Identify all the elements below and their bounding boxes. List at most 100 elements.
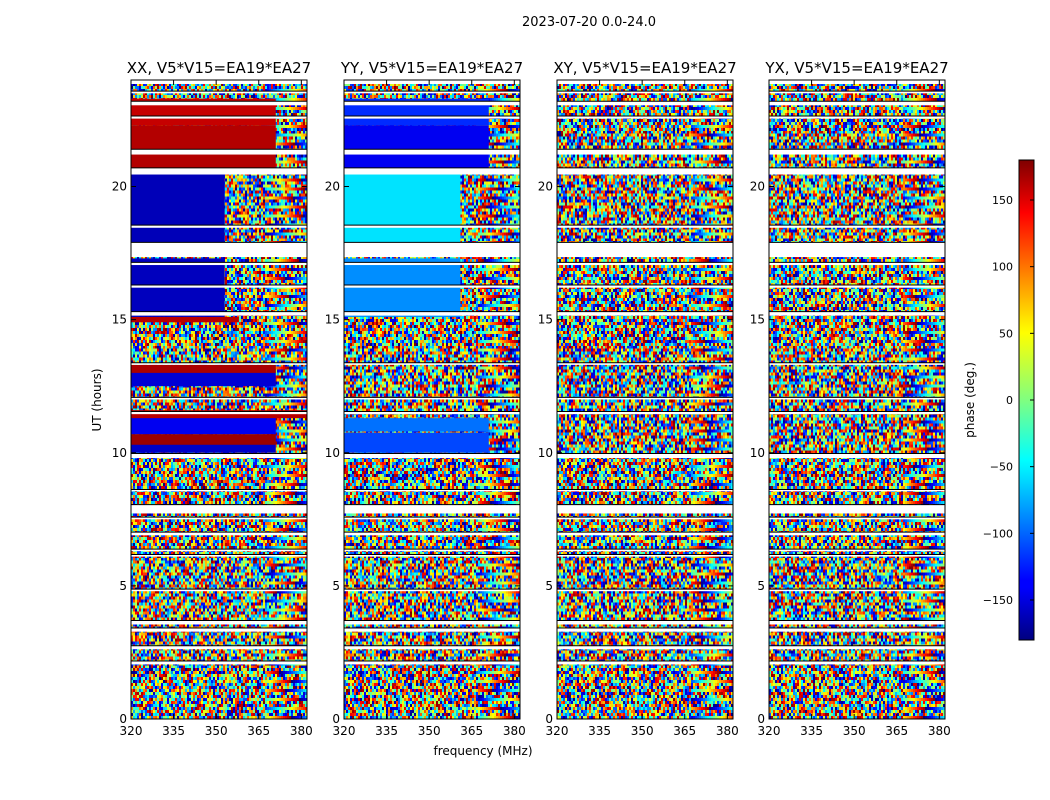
flagged-row — [769, 362, 945, 365]
flagged-row — [769, 101, 945, 106]
flagged-row — [131, 554, 307, 557]
flagged-row — [344, 411, 520, 415]
y-tick-label: 15 — [538, 313, 553, 327]
flagged-row — [131, 660, 307, 665]
colorbar-tick-label: 100 — [992, 261, 1013, 274]
x-tick-label: 320 — [758, 724, 781, 738]
flagged-row — [344, 397, 520, 400]
coherent-phase-region — [131, 316, 239, 323]
flagged-row — [344, 91, 520, 94]
x-tick-label: 335 — [800, 724, 823, 738]
flagged-row — [557, 362, 733, 365]
flagged-row — [131, 453, 307, 459]
flagged-row — [557, 225, 733, 228]
flagged-row — [344, 149, 520, 155]
flagged-row — [557, 453, 733, 459]
flagged-row — [344, 504, 520, 514]
flagged-row — [344, 589, 520, 592]
flagged-row — [769, 80, 945, 84]
flagged-row — [131, 397, 307, 400]
flagged-row — [131, 115, 307, 119]
flagged-row — [769, 167, 945, 175]
flagged-row — [131, 285, 307, 288]
colorbar-tick-label: 150 — [992, 194, 1013, 207]
x-tick-label: 350 — [418, 724, 441, 738]
colorbar-tick-label: −50 — [990, 461, 1013, 474]
panel-title: YX, V5*V15=EA19*EA27 — [764, 59, 948, 77]
flagged-row — [344, 262, 520, 266]
flagged-row — [131, 311, 307, 316]
flagged-row — [131, 411, 307, 415]
coherent-phase-region — [131, 125, 276, 168]
y-tick-label: 0 — [757, 712, 765, 726]
flagged-row — [769, 91, 945, 94]
flagged-row — [344, 101, 520, 106]
panel-title: XX, V5*V15=EA19*EA27 — [127, 59, 311, 77]
flagged-row — [344, 517, 520, 520]
flagged-row — [557, 532, 733, 536]
flagged-row — [344, 554, 520, 557]
flagged-row — [131, 589, 307, 592]
flagged-row — [344, 645, 520, 650]
flagged-row — [769, 311, 945, 316]
y-tick-label: 5 — [545, 579, 553, 593]
flagged-row — [344, 115, 520, 119]
y-tick-label: 20 — [538, 180, 553, 194]
panel-frame — [768, 79, 946, 720]
flagged-row — [344, 167, 520, 175]
y-tick-label: 15 — [112, 313, 127, 327]
x-tick-label: 350 — [843, 724, 866, 738]
x-tick-label: 365 — [673, 724, 696, 738]
panel-2: YY, V5*V15=EA19*EA27 320 335 350 365 380 0 5 10 1… — [325, 59, 526, 738]
flagged-row — [131, 242, 307, 258]
x-tick-label: 380 — [928, 724, 951, 738]
flagged-row — [769, 262, 945, 266]
coherent-phase-region — [344, 173, 461, 243]
x-tick-label: 320 — [546, 724, 569, 738]
flagged-row — [344, 660, 520, 665]
panel-frame — [343, 79, 521, 720]
flagged-row — [344, 627, 520, 632]
flagged-row — [557, 242, 733, 258]
flagged-row — [769, 411, 945, 415]
panels: XX, V5*V15=EA19*EA27 320 335 350 365 380 0 5 10 1… — [112, 59, 951, 738]
coherent-phase-region — [131, 368, 276, 387]
y-tick-label: 5 — [119, 579, 127, 593]
flagged-row — [557, 397, 733, 400]
flagged-row — [131, 620, 307, 625]
colorbar-tick-label: 0 — [1006, 394, 1013, 407]
coherent-phase-region — [131, 173, 225, 243]
flagged-row — [557, 504, 733, 514]
coherent-phase-region — [131, 415, 276, 435]
flagged-row — [131, 262, 307, 266]
y-tick-label: 5 — [757, 579, 765, 593]
flagged-row — [131, 504, 307, 514]
colorbar-tick-label: 50 — [999, 327, 1013, 340]
flagged-row — [557, 149, 733, 155]
flagged-row — [557, 620, 733, 625]
flagged-row — [557, 517, 733, 520]
flagged-row — [344, 453, 520, 459]
flagged-row — [769, 504, 945, 514]
coherent-phase-region — [344, 125, 489, 168]
flagged-row — [769, 115, 945, 119]
coherent-phase-region — [131, 434, 276, 445]
x-axis-label: frequency (MHz) — [433, 744, 532, 758]
flagged-row — [131, 549, 307, 552]
x-tick-label: 320 — [333, 724, 356, 738]
panel-title: YY, V5*V15=EA19*EA27 — [340, 59, 523, 77]
flagged-row — [557, 549, 733, 552]
coherent-phase-region — [344, 432, 489, 453]
flagged-row — [769, 149, 945, 155]
x-tick-label: 365 — [885, 724, 908, 738]
flagged-row — [344, 242, 520, 258]
flagged-row — [769, 589, 945, 592]
x-tick-label: 380 — [503, 724, 526, 738]
flagged-row — [131, 149, 307, 155]
y-tick-label: 0 — [545, 712, 553, 726]
flagged-row — [131, 225, 307, 228]
flagged-row — [344, 311, 520, 316]
y-tick-label: 15 — [750, 313, 765, 327]
flagged-row — [131, 532, 307, 536]
